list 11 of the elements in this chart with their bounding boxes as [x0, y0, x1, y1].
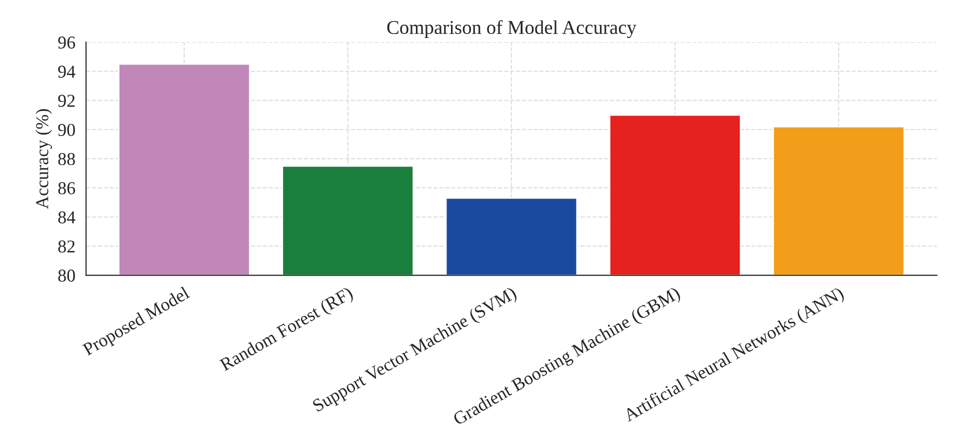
y-tick-label: 88 — [58, 152, 75, 166]
y-tick-label: 86 — [58, 182, 76, 194]
y-tick-label: 82 — [58, 240, 75, 253]
y-axis-title: Accuracy (%) — [36, 109, 52, 209]
y-tick-label: 80 — [58, 270, 75, 282]
y-tick-label: 94 — [58, 66, 76, 78]
y-tick-label: 90 — [58, 124, 75, 136]
y-tick-label: 84 — [58, 211, 76, 224]
chart-title: Comparison of Model Accuracy — [387, 20, 636, 38]
y-tick-label: 96 — [58, 36, 76, 49]
y-tick-label: 92 — [58, 94, 75, 107]
